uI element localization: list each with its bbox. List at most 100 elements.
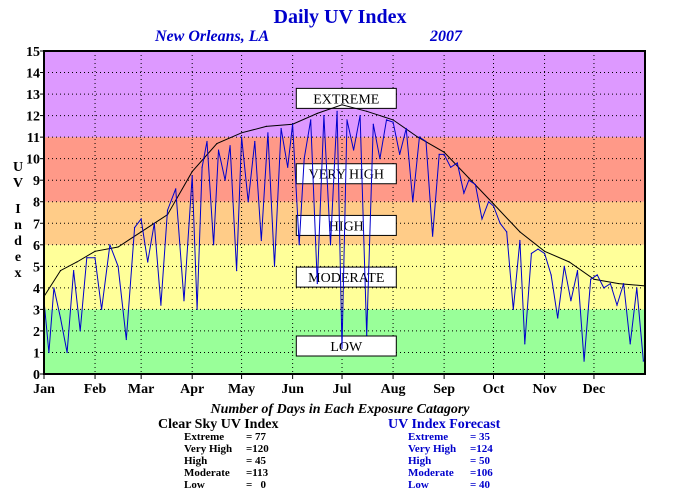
- forecast-point: [537, 248, 539, 250]
- chart-location: New Orleans, LA: [154, 28, 270, 45]
- stat-value: = 35: [470, 431, 491, 443]
- forecast-point: [260, 239, 262, 242]
- forecast-point: [474, 183, 477, 186]
- x-tick-label: Apr: [180, 382, 204, 397]
- y-tick-label: 15: [26, 45, 40, 60]
- forecast-point: [418, 136, 421, 138]
- y-label-letter: d: [14, 234, 22, 249]
- y-label-letter: U: [13, 160, 23, 175]
- clear-sky-point: [94, 250, 96, 252]
- forecast-point: [310, 119, 312, 121]
- stat-value: = 40: [470, 479, 491, 491]
- clear-sky-point: [468, 177, 470, 179]
- forecast-point: [372, 123, 374, 125]
- forecast-point: [229, 145, 231, 147]
- y-tick-label: 10: [26, 153, 40, 168]
- stat-label: Low: [184, 479, 205, 491]
- stat-value: =113: [246, 467, 269, 479]
- forecast-point: [550, 274, 552, 276]
- clear-sky-point: [618, 282, 620, 285]
- forecast-point: [359, 115, 361, 117]
- forecast-point: [438, 153, 440, 155]
- y-label-letter: V: [13, 176, 23, 191]
- band-label-text: MODERATE: [308, 271, 384, 286]
- forecast-point: [140, 218, 142, 220]
- x-tick-label: Dec: [583, 382, 606, 397]
- forecast-point: [456, 162, 458, 164]
- clear-sky-point: [316, 112, 318, 115]
- forecast-point: [629, 343, 631, 345]
- clear-sky-line: [43, 104, 644, 297]
- forecast-point: [201, 166, 203, 168]
- forecast-point: [109, 244, 111, 246]
- forecast-point: [405, 127, 407, 130]
- y-tick-label: 5: [33, 260, 40, 275]
- forecast-point: [166, 209, 169, 211]
- days-heading: Number of Days in Each Exposure Catagory: [209, 402, 470, 417]
- forecast-point: [576, 270, 579, 272]
- forecast-point: [247, 201, 249, 203]
- forecast-point: [175, 188, 177, 190]
- forecast-point: [524, 343, 526, 345]
- clear-sky-point: [642, 285, 644, 287]
- stat-label: Very High: [408, 443, 456, 455]
- clear-sky-stats: Extreme = 77 Very High =120 High = 45 Moderate…: [184, 431, 269, 491]
- plot-frame: [43, 50, 646, 375]
- clear-sky-point: [191, 170, 193, 173]
- forecast-point: [530, 252, 532, 255]
- clear-sky-point: [341, 104, 343, 106]
- forecast-point: [329, 244, 332, 246]
- band-label-box: [295, 214, 397, 236]
- band-label-text: EXTREME: [313, 92, 379, 107]
- stat-value: = 0: [246, 479, 267, 491]
- forecast-point: [557, 317, 559, 319]
- stat-label: High: [184, 455, 207, 467]
- forecast-point: [206, 140, 208, 143]
- forecast-point: [609, 282, 612, 285]
- chart-year: 2007: [429, 28, 463, 45]
- forecast-point: [191, 175, 193, 177]
- clear-sky-point: [117, 246, 119, 248]
- band-label-extreme: EXTREME: [295, 87, 397, 109]
- forecast-point: [48, 351, 50, 354]
- y-tick-label: 0: [33, 368, 40, 383]
- clear-sky-point: [59, 270, 62, 272]
- y-label-letter: x: [15, 266, 22, 281]
- forecast-point: [366, 334, 368, 336]
- x-axis-ticks: Jan Feb Mar Apr May Jun Jul Aug Sep Oct Nov Dec: [33, 374, 605, 397]
- forecast-point: [303, 158, 305, 160]
- stat-label: High: [408, 455, 431, 467]
- y-tick-label: 1: [33, 346, 40, 361]
- x-tick-label: Jul: [333, 382, 352, 397]
- forecast-point: [125, 338, 127, 341]
- forecast-point: [101, 308, 103, 310]
- stat-value: =120: [246, 443, 269, 455]
- forecast-point: [563, 265, 565, 267]
- forecast-point: [431, 235, 434, 237]
- x-tick-label: Jan: [33, 382, 55, 397]
- series-clear-sky: [43, 104, 644, 298]
- forecast-point: [590, 278, 592, 280]
- y-tick-label: 11: [27, 131, 40, 146]
- clear-sky-point: [492, 203, 495, 205]
- forecast-point: [160, 304, 162, 306]
- forecast-point: [583, 360, 585, 362]
- series-forecast: [43, 110, 644, 362]
- y-tick-label: 12: [26, 110, 40, 125]
- forecast-point: [59, 317, 62, 319]
- forecast-point: [425, 140, 427, 143]
- forecast-point: [133, 226, 136, 229]
- stat-label: Very High: [184, 443, 232, 455]
- clear-sky-point: [593, 278, 595, 280]
- clear-sky-point: [392, 119, 394, 121]
- forecast-point: [385, 119, 388, 121]
- stat-value: = 50: [470, 455, 491, 467]
- stat-label: Extreme: [184, 431, 224, 443]
- forecast-point: [487, 201, 490, 203]
- forecast-point: [254, 140, 256, 143]
- forecast-point: [196, 308, 198, 310]
- stat-value: =106: [470, 467, 493, 479]
